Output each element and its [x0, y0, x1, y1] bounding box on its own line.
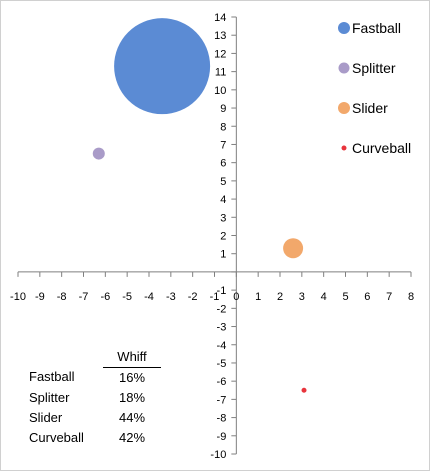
x-tick-label: 1 — [255, 291, 261, 303]
x-tick-label: -9 — [35, 291, 45, 303]
whiff-table-header-row: Whiff — [29, 347, 161, 368]
x-tick-label: 2 — [277, 291, 283, 303]
table-row: Curveball 42% — [29, 428, 161, 448]
legend-label-slider: Slider — [352, 100, 388, 116]
whiff-value: 42% — [118, 429, 146, 445]
pitch-name: Splitter — [29, 389, 70, 405]
x-tick-label: -2 — [188, 291, 198, 303]
y-tick-label: -8 — [217, 413, 227, 425]
y-tick-label: 8 — [220, 121, 226, 133]
y-tick-label: -5 — [217, 358, 227, 370]
y-tick-label: 2 — [220, 231, 226, 243]
whiff-value: 18% — [118, 389, 146, 405]
whiff-header: Whiff — [103, 347, 161, 368]
pitch-name: Slider — [29, 409, 63, 425]
bubble-splitter — [92, 147, 105, 160]
x-tick-label: 5 — [342, 291, 348, 303]
x-tick-label: -1 — [210, 291, 220, 303]
x-tick-label: -7 — [79, 291, 89, 303]
y-tick-label: 1 — [220, 249, 226, 261]
y-tick-label: -1 — [217, 285, 227, 297]
legend-label-curveball: Curveball — [352, 140, 411, 156]
y-tick-label: 4 — [220, 194, 226, 206]
y-tick-label: 12 — [214, 48, 226, 60]
y-tick-label: 7 — [220, 139, 226, 151]
legend-marker-slider — [338, 102, 350, 114]
legend-marker-splitter — [338, 62, 350, 74]
x-tick-label: 4 — [321, 291, 327, 303]
y-tick-label: 6 — [220, 158, 226, 170]
whiff-value: 44% — [118, 409, 146, 425]
x-tick-label: -4 — [144, 291, 154, 303]
y-tick-label: -10 — [210, 449, 226, 461]
y-tick-label: 9 — [220, 103, 226, 115]
x-tick-label: 6 — [364, 291, 370, 303]
y-tick-label: 14 — [214, 12, 226, 24]
y-tick-label: -2 — [217, 303, 227, 315]
bubble-fastball — [114, 18, 211, 115]
y-tick-label: -9 — [217, 431, 227, 443]
x-tick-label: -5 — [122, 291, 132, 303]
x-tick-label: -3 — [166, 291, 176, 303]
x-tick-label: 0 — [233, 291, 239, 303]
legend-marker-fastball — [338, 22, 350, 34]
bubble-curveball — [301, 387, 307, 393]
x-tick-label: 7 — [386, 291, 392, 303]
y-tick-label: 11 — [215, 67, 226, 79]
x-tick-label: -8 — [57, 291, 67, 303]
bubble-slider — [283, 238, 304, 259]
table-row: Fastball 16% — [29, 367, 161, 388]
whiff-table-corner — [29, 347, 103, 367]
legend-marker-curveball — [341, 145, 347, 151]
whiff-table: Whiff Fastball 16% Splitter 18% Slider 4… — [29, 347, 161, 448]
y-tick-label: -6 — [217, 376, 227, 388]
x-tick-label: -6 — [100, 291, 110, 303]
whiff-value: 16% — [118, 369, 146, 385]
x-tick-label: 3 — [299, 291, 305, 303]
x-tick-label: 8 — [408, 291, 414, 303]
pitch-name: Curveball — [29, 429, 84, 445]
y-tick-label: 5 — [220, 176, 226, 188]
legend-label-fastball: Fastball — [352, 20, 401, 36]
y-tick-label: 10 — [214, 85, 226, 97]
y-tick-label: -3 — [217, 322, 227, 334]
y-tick-label: -4 — [217, 340, 227, 352]
x-tick-label: -10 — [10, 291, 26, 303]
y-tick-label: 3 — [220, 212, 226, 224]
table-row: Splitter 18% — [29, 388, 161, 408]
table-row: Slider 44% — [29, 408, 161, 428]
legend-label-splitter: Splitter — [352, 60, 396, 76]
pitch-name: Fastball — [29, 369, 75, 385]
y-tick-label: -7 — [217, 394, 227, 406]
y-tick-label: 13 — [214, 30, 226, 42]
